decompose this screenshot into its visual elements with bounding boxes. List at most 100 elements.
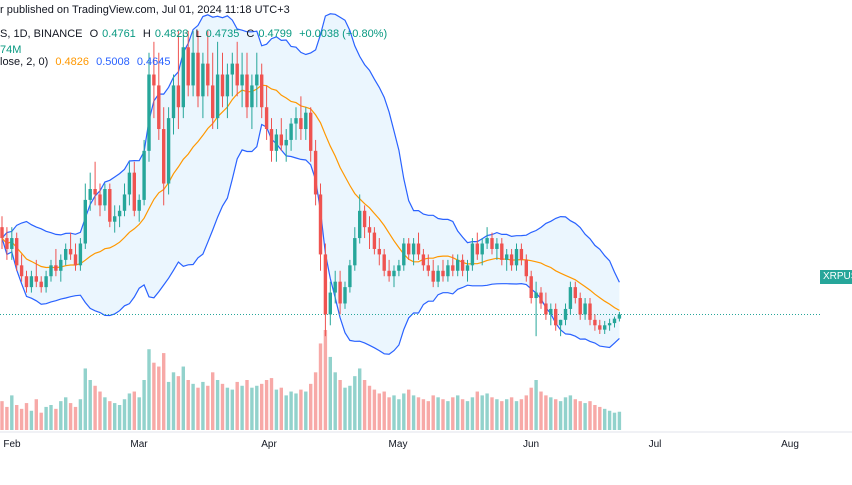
candle-body [10,238,14,249]
candle-body [451,265,455,271]
candle [333,270,337,304]
volume-bar [470,397,475,430]
candle-body [54,265,58,271]
candle-body [362,210,367,228]
candle [539,287,543,309]
candle-body [39,281,43,288]
candle-body [73,254,78,266]
candle [372,227,377,255]
bb-basis-value: 0.4826 [55,56,90,68]
candle [103,183,107,211]
volume-bar [39,412,43,430]
candle [49,259,53,282]
volume-bar [318,343,323,430]
candle-body [416,243,421,255]
volume-bar [421,399,426,430]
volume-bar [166,381,171,430]
candle [328,281,332,326]
volume-bar [475,391,479,430]
candle-body [524,259,528,277]
volume-bar [152,362,156,430]
candle-body [519,248,524,260]
symbol-text: S, 1D, BINANCE [0,28,83,40]
candle-body [98,194,102,206]
candle [362,205,367,239]
volume-bar [568,395,573,430]
bb-upper-value: 0.5008 [96,56,130,68]
candle [598,319,602,335]
candle-body [127,172,132,195]
candle [29,270,34,293]
candle [387,259,391,282]
volume-bar [446,401,450,430]
candle-body [431,270,435,282]
candle [269,118,274,162]
volume-bar [524,395,528,430]
volume-bar [612,412,617,430]
candle-body [186,47,190,86]
candle [460,254,465,277]
candle-body [554,308,558,326]
volume-bar [583,403,587,430]
volume-bar [137,397,141,430]
candle [19,254,24,282]
volume-bar [607,410,612,430]
candle [313,139,318,206]
low-label: L [195,28,202,40]
candle-body [328,292,332,315]
candle [0,216,4,249]
volume-bar [534,380,538,430]
volume-line: 74M [0,44,25,56]
candle [446,259,450,282]
candle [411,238,416,266]
candle [470,238,475,271]
candle [441,259,445,282]
candle [578,292,582,320]
volume-bar [509,397,514,430]
candle-body [343,287,347,304]
volume-bar [598,406,602,430]
volume-bar [353,376,357,430]
candle-body [495,243,499,249]
candle [431,259,435,288]
publish-text: r published on TradingView.com, Jul 01, … [0,4,290,16]
candle-body [583,303,587,315]
volume-bar [358,368,362,430]
candle-body [29,276,34,288]
candle [505,248,509,271]
candle-body [44,276,48,288]
volume-bar [431,395,435,430]
volume-bar [441,399,445,430]
volume-bar [108,401,112,430]
candle [264,85,269,140]
candle [593,314,597,331]
volume-bar [343,387,347,430]
volume-bar [225,387,230,430]
candle [34,259,38,288]
candle-body [612,318,617,324]
candle-body [162,129,166,184]
candle [24,270,29,293]
candle-body [250,85,254,108]
candle-body [514,248,519,266]
volume-bar [15,405,19,430]
candle-body [230,63,234,75]
volume-bar [117,405,122,430]
candle-body [500,243,504,260]
candle-body [568,287,573,309]
volume-bar [0,401,4,430]
candle [294,107,298,140]
candle-body [191,52,195,86]
candle-body [465,265,470,271]
candle [220,52,225,108]
candle [426,254,430,277]
candle-body [201,63,205,97]
candle-body [426,265,430,271]
x-tick-label: Aug [781,439,799,450]
candle-body [255,74,259,86]
candle-body [274,134,279,151]
candle [211,52,215,130]
candle-body [313,150,318,195]
